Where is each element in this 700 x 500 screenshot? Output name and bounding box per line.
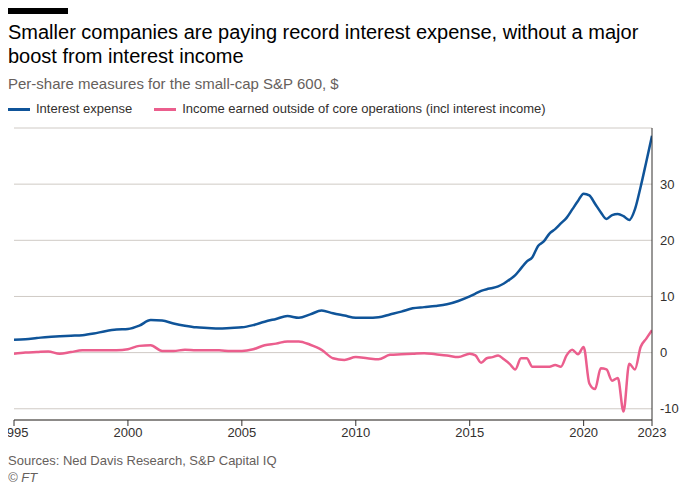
svg-text:30: 30 [660, 177, 674, 192]
html-text:Smaller companies are paying r: Smaller companies are paying record inte… [8, 21, 639, 67]
svg-text:20: 20 [660, 233, 674, 248]
html-text:Interest expense: Interest expense [36, 101, 133, 116]
svg-text:2020: 2020 [569, 425, 598, 440]
svg-text:2015: 2015 [455, 425, 484, 440]
svg-text:0: 0 [660, 345, 667, 360]
svg-text:1995: 1995 [8, 425, 28, 440]
html-text:Income earned outside of core: Income earned outside of core operations… [182, 101, 546, 116]
html-text:© FT: © FT [8, 470, 38, 485]
svg-text:10: 10 [660, 289, 674, 304]
html-text:Sources: Ned Davis Research, S: Sources: Ned Davis Research, S&P Capital… [8, 453, 277, 468]
html-text:Per-share measures for the sma: Per-share measures for the small-cap S&P… [8, 75, 339, 92]
svg-text:-10: -10 [660, 401, 679, 416]
svg-text:2010: 2010 [341, 425, 370, 440]
svg-text:2000: 2000 [113, 425, 142, 440]
svg-text:2023: 2023 [638, 425, 667, 440]
svg-text:2005: 2005 [227, 425, 256, 440]
